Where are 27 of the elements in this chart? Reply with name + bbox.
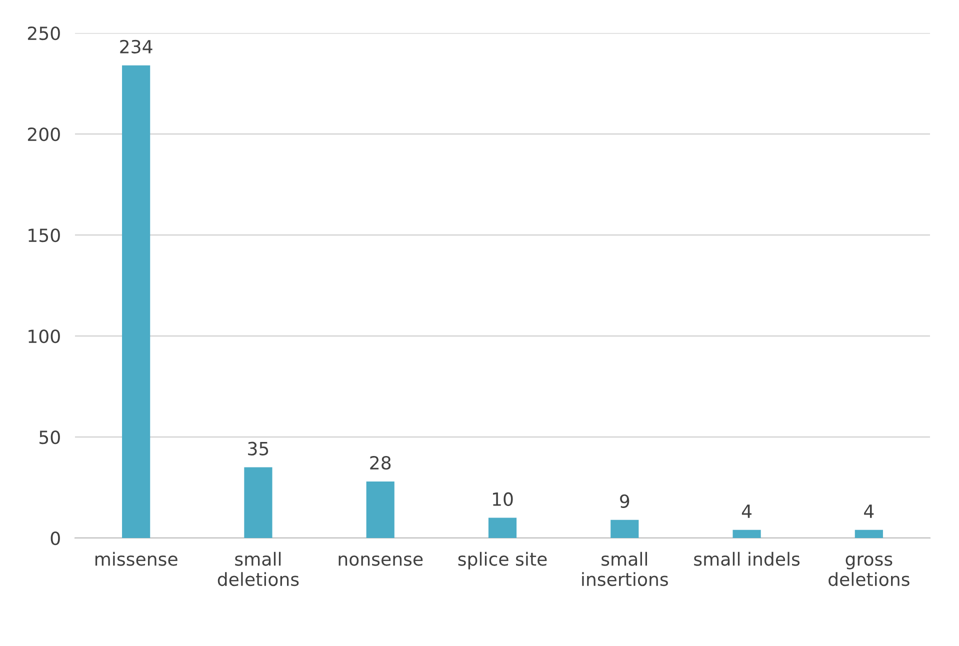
- x-tick-label: small insertions: [582, 552, 668, 586]
- bar: [610, 520, 639, 538]
- y-tick-label: 150: [28, 228, 60, 242]
- data-label: 234: [120, 40, 152, 54]
- x-tick-label: nonsense: [338, 555, 423, 566]
- x-tick-label: small indels: [694, 552, 800, 566]
- bar: [244, 467, 272, 538]
- bar: [732, 530, 761, 538]
- data-label: 35: [248, 442, 268, 456]
- y-tick-label: 0: [50, 531, 60, 546]
- data-label: 10: [492, 492, 513, 506]
- y-tick-label: 100: [28, 329, 60, 344]
- x-tick-label: gross deletions: [828, 555, 910, 586]
- bar: [366, 481, 394, 538]
- data-label: 4: [864, 504, 874, 518]
- x-tick-label: splice site: [458, 552, 547, 570]
- data-label: 9: [620, 494, 630, 508]
- y-tick-label: 200: [28, 127, 60, 142]
- data-label: 4: [742, 504, 752, 518]
- x-tick-label: missense: [95, 552, 178, 566]
- y-tick-label: 50: [40, 430, 60, 444]
- data-label: 28: [370, 456, 391, 470]
- y-tick-label: 250: [28, 26, 60, 40]
- bar: [122, 65, 150, 538]
- bar: [488, 518, 517, 538]
- x-tick-label: small deletions: [218, 552, 299, 586]
- bar: [854, 530, 883, 538]
